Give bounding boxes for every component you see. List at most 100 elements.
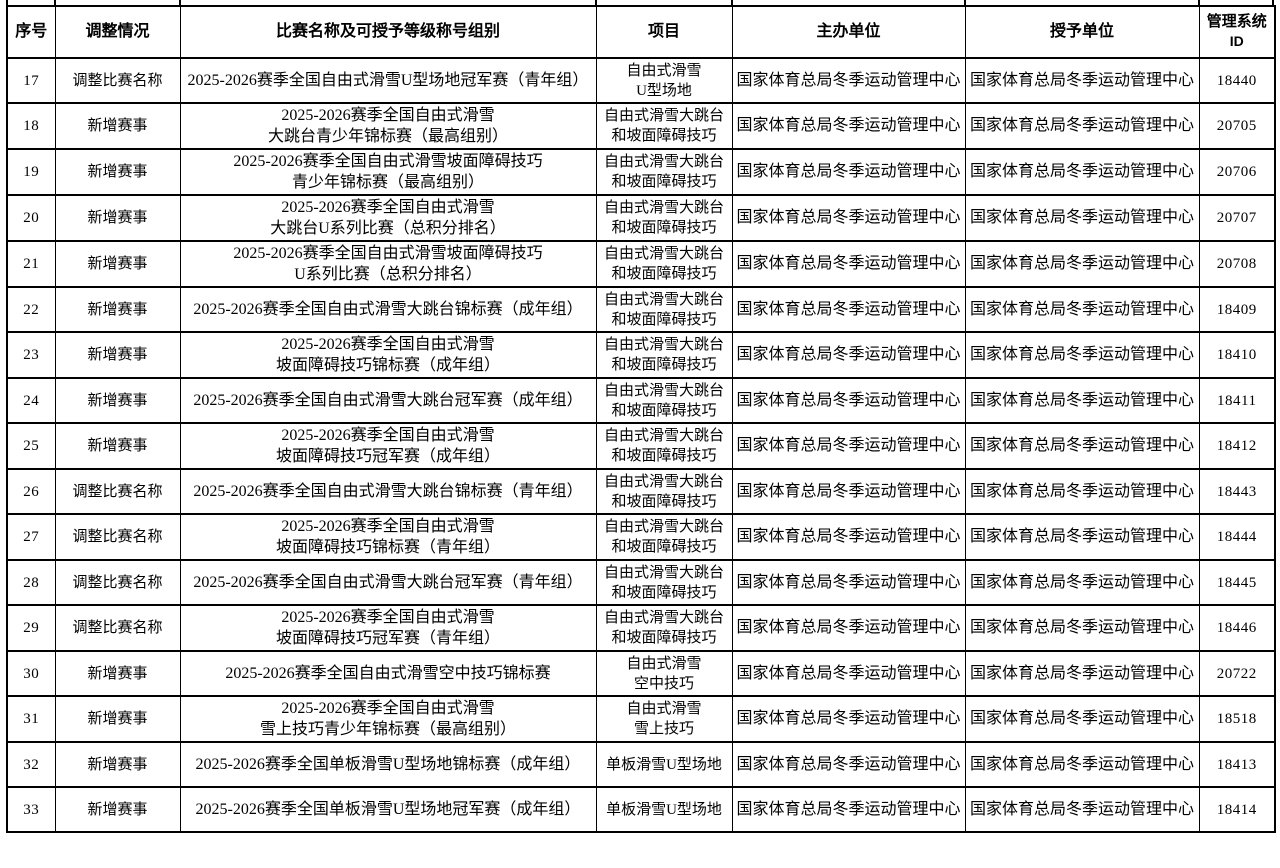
cell-status: 新增赛事 xyxy=(54,377,181,424)
cell-no: 17 xyxy=(6,57,56,104)
cell-status: 调整比赛名称 xyxy=(54,57,181,104)
cell-text-line: 和坡面障碍技巧 xyxy=(611,402,717,419)
col-header-status: 调整情况 xyxy=(54,5,181,59)
cell-name: 2025-2026赛季全国自由式滑雪大跳台冠军赛（成年组） xyxy=(179,377,597,424)
table-row: 20 新增赛事 2025-2026赛季全国自由式滑雪 大跳台U系列比赛（总积分排名… xyxy=(6,194,1276,242)
table-row: 21 新增赛事 2025-2026赛季全国自由式滑雪坡面障碍技巧 U系列比赛（总积… xyxy=(6,240,1276,288)
cell-text-line: 单板滑雪U型场地 xyxy=(606,756,722,773)
cell-text-line: 2025-2026赛季全国自由式滑雪 xyxy=(281,199,495,216)
cell-text-line: 2025-2026赛季全国自由式滑雪空中技巧锦标赛 xyxy=(225,665,551,682)
cell-text-line: 2025-2026赛季全国自由式滑雪大跳台冠军赛（青年组） xyxy=(193,574,583,591)
cell-system-id: 18410 xyxy=(1198,331,1276,379)
cell-organizer: 国家体育总局冬季运动管理中心 xyxy=(731,240,966,288)
col-header-system-id-line1: 管理系统 xyxy=(1206,14,1267,30)
table-row: 27 调整比赛名称 2025-2026赛季全国自由式滑雪 坡面障碍技巧锦标赛（青年… xyxy=(6,513,1276,561)
cell-no: 21 xyxy=(6,240,56,288)
cell-text-line: 2025-2026赛季全国自由式滑雪 xyxy=(281,427,495,444)
cell-system-id: 18412 xyxy=(1198,422,1276,470)
cell-grantor: 国家体育总局冬季运动管理中心 xyxy=(964,57,1200,104)
cell-no: 25 xyxy=(6,422,56,470)
cell-organizer: 国家体育总局冬季运动管理中心 xyxy=(731,695,966,743)
cell-event: 自由式滑雪大跳台 和坡面障碍技巧 xyxy=(595,240,733,288)
col-header-system-id: 管理系统 ID xyxy=(1198,5,1276,59)
cell-system-id: 18411 xyxy=(1198,377,1276,424)
cell-grantor: 国家体育总局冬季运动管理中心 xyxy=(964,194,1200,242)
table-row: 24 新增赛事 2025-2026赛季全国自由式滑雪大跳台冠军赛（成年组） 自由… xyxy=(6,377,1276,424)
cell-system-id: 20708 xyxy=(1198,240,1276,288)
cell-status: 新增赛事 xyxy=(54,331,181,379)
cell-text-line: 2025-2026赛季全国自由式滑雪 xyxy=(281,336,495,353)
cell-organizer: 国家体育总局冬季运动管理中心 xyxy=(731,57,966,104)
cell-text-line: 和坡面障碍技巧 xyxy=(611,220,717,236)
cell-organizer: 国家体育总局冬季运动管理中心 xyxy=(731,741,966,788)
cell-system-id: 18445 xyxy=(1198,559,1276,606)
cell-status: 调整比赛名称 xyxy=(54,604,181,652)
col-header-no: 序号 xyxy=(6,5,56,59)
cell-organizer: 国家体育总局冬季运动管理中心 xyxy=(731,422,966,470)
cell-grantor: 国家体育总局冬季运动管理中心 xyxy=(964,604,1200,652)
cell-no: 33 xyxy=(6,786,56,833)
cell-text-line: 自由式滑雪大跳台 xyxy=(603,337,724,353)
cell-text-line: 和坡面障碍技巧 xyxy=(611,128,717,144)
cell-text-line: 2025-2026赛季全国自由式滑雪坡面障碍技巧 xyxy=(233,245,543,262)
cell-text-line: U型场地 xyxy=(636,82,692,99)
cell-grantor: 国家体育总局冬季运动管理中心 xyxy=(964,148,1200,196)
cell-organizer: 国家体育总局冬季运动管理中心 xyxy=(731,286,966,333)
cell-text-line: 2025-2026赛季全国自由式滑雪 xyxy=(281,700,495,717)
cell-text-line: 和坡面障碍技巧 xyxy=(611,448,717,464)
table-row: 33 新增赛事 2025-2026赛季全国单板滑雪U型场地冠军赛（成年组） 单板… xyxy=(6,786,1276,833)
cell-text-line: 坡面障碍技巧锦标赛（青年组） xyxy=(275,539,500,556)
cell-text-line: 和坡面障碍技巧 xyxy=(611,174,717,190)
cell-system-id: 18413 xyxy=(1198,741,1276,788)
cell-text-line: 和坡面障碍技巧 xyxy=(611,266,717,282)
cell-event: 自由式滑雪大跳台 和坡面障碍技巧 xyxy=(595,377,733,424)
table-row: 32 新增赛事 2025-2026赛季全国单板滑雪U型场地锦标赛（成年组） 单板… xyxy=(6,741,1276,788)
table-row: 23 新增赛事 2025-2026赛季全国自由式滑雪 坡面障碍技巧锦标赛（成年组）… xyxy=(6,331,1276,379)
cell-name: 2025-2026赛季全国自由式滑雪 雪上技巧青少年锦标赛（最高组别） xyxy=(179,695,597,743)
cell-event: 自由式滑雪大跳台 和坡面障碍技巧 xyxy=(595,331,733,379)
cell-status: 调整比赛名称 xyxy=(54,513,181,561)
cell-no: 24 xyxy=(6,377,56,424)
column-line-stub xyxy=(54,0,56,7)
cell-status: 新增赛事 xyxy=(54,194,181,242)
cell-grantor: 国家体育总局冬季运动管理中心 xyxy=(964,377,1200,424)
cell-organizer: 国家体育总局冬季运动管理中心 xyxy=(731,786,966,833)
cell-text-line: U系列比赛（总积分排名） xyxy=(294,266,482,283)
cell-text-line: 单板滑雪U型场地 xyxy=(606,801,722,818)
cell-organizer: 国家体育总局冬季运动管理中心 xyxy=(731,194,966,242)
cell-no: 27 xyxy=(6,513,56,561)
cell-name: 2025-2026赛季全国自由式滑雪 大跳台青少年锦标赛（最高组别） xyxy=(179,102,597,150)
cell-text-line: 空中技巧 xyxy=(633,675,694,692)
col-header-grantor: 授予单位 xyxy=(964,5,1200,59)
column-line-stub xyxy=(6,0,8,7)
cell-event: 自由式滑雪大跳台 和坡面障碍技巧 xyxy=(595,286,733,333)
cell-status: 调整比赛名称 xyxy=(54,468,181,515)
table-row: 26 调整比赛名称 2025-2026赛季全国自由式滑雪大跳台锦标赛（青年组） … xyxy=(6,468,1276,515)
column-line-stub xyxy=(964,0,966,7)
cell-grantor: 国家体育总局冬季运动管理中心 xyxy=(964,102,1200,150)
cell-text-line: 大跳台U系列比赛（总积分排名） xyxy=(270,220,506,237)
cell-grantor: 国家体育总局冬季运动管理中心 xyxy=(964,741,1200,788)
table-body: 17 调整比赛名称 2025-2026赛季全国自由式滑雪U型场地冠军赛（青年组）… xyxy=(6,57,1276,833)
cell-name: 2025-2026赛季全国自由式滑雪空中技巧锦标赛 xyxy=(179,650,597,697)
cell-name: 2025-2026赛季全国单板滑雪U型场地锦标赛（成年组） xyxy=(179,741,597,788)
cell-event: 单板滑雪U型场地 xyxy=(595,786,733,833)
cell-text-line: 自由式滑雪大跳台 xyxy=(603,108,724,124)
cell-grantor: 国家体育总局冬季运动管理中心 xyxy=(964,286,1200,333)
cell-grantor: 国家体育总局冬季运动管理中心 xyxy=(964,695,1200,743)
cell-system-id: 18409 xyxy=(1198,286,1276,333)
cell-text-line: 坡面障碍技巧冠军赛（成年组） xyxy=(275,448,500,465)
cell-event: 自由式滑雪大跳台 和坡面障碍技巧 xyxy=(595,468,733,515)
cell-text-line: 坡面障碍技巧冠军赛（青年组） xyxy=(275,630,500,647)
cell-text-line: 自由式滑雪 xyxy=(626,62,702,79)
cell-event: 自由式滑雪大跳台 和坡面障碍技巧 xyxy=(595,148,733,196)
cell-event: 自由式滑雪大跳台 和坡面障碍技巧 xyxy=(595,102,733,150)
cell-status: 新增赛事 xyxy=(54,240,181,288)
cell-status: 新增赛事 xyxy=(54,786,181,833)
table-row: 19 新增赛事 2025-2026赛季全国自由式滑雪坡面障碍技巧 青少年锦标赛（最… xyxy=(6,148,1276,196)
cell-status: 新增赛事 xyxy=(54,422,181,470)
cell-no: 26 xyxy=(6,468,56,515)
cell-event: 自由式滑雪大跳台 和坡面障碍技巧 xyxy=(595,422,733,470)
cell-text-line: 和坡面障碍技巧 xyxy=(611,539,717,555)
cell-organizer: 国家体育总局冬季运动管理中心 xyxy=(731,650,966,697)
